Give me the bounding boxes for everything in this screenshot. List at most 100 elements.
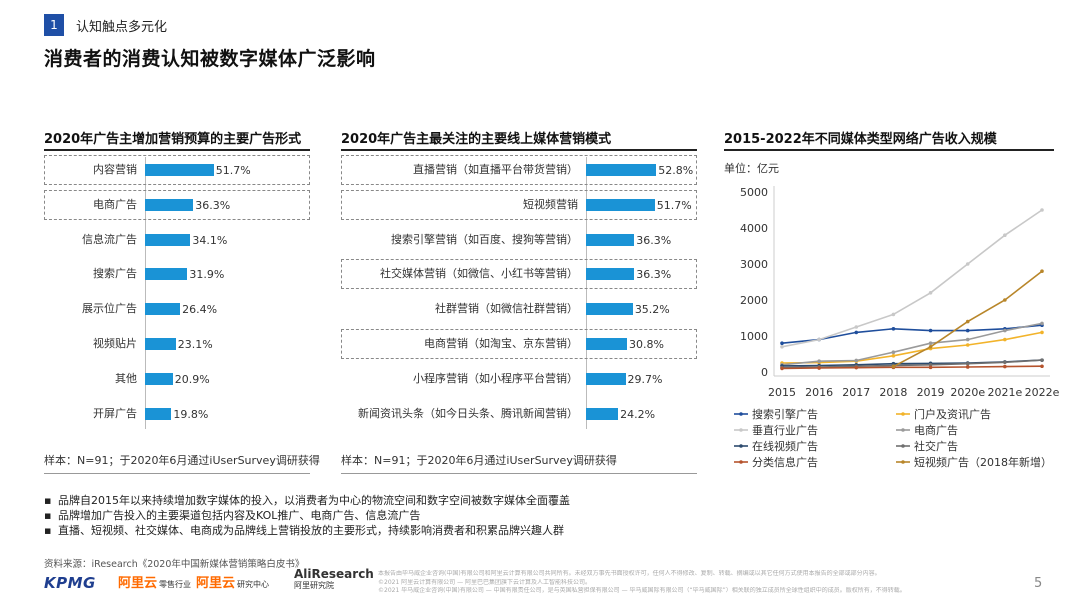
x-tick-label: 2021e bbox=[987, 386, 1022, 399]
series-line bbox=[781, 359, 1043, 369]
bar-axis-line bbox=[586, 157, 587, 430]
panel1-title: 2020年广告主增加营销预算的主要广告形式 bbox=[44, 132, 302, 147]
source-note: 资料来源：iResearch《2020年中国新媒体营销策略白皮书》 bbox=[44, 559, 305, 570]
series-point bbox=[854, 365, 859, 370]
bar-category-label: 小程序营销（如小程序平台营销） bbox=[413, 371, 578, 385]
panel3-title: 2015-2022年不同媒体类型网络广告收入规模 bbox=[724, 132, 997, 147]
bar bbox=[145, 303, 181, 316]
y-tick-label: 2000 bbox=[740, 294, 768, 307]
aliresearch-logo-sub: 阿里研究院 bbox=[294, 581, 334, 590]
bar-row: 新闻资讯头条（如今日头条、腾讯新闻营销） 24.2% bbox=[341, 399, 697, 429]
bar-value-label: 51.7% bbox=[215, 164, 251, 177]
series-line bbox=[781, 331, 1043, 364]
series-point bbox=[928, 345, 933, 349]
series-point bbox=[1040, 269, 1044, 273]
bar-row: 搜索引擎营销（如百度、搜狗等营销） 36.3% bbox=[341, 225, 697, 255]
bar-value-label: 52.8% bbox=[658, 164, 694, 177]
bar-category-label: 电商广告 bbox=[93, 197, 137, 211]
panel1-title-rule bbox=[44, 149, 310, 151]
panel2-title: 2020年广告主最关注的主要线上媒体营销模式 bbox=[341, 132, 612, 147]
bar-category-label: 搜索广告 bbox=[93, 267, 137, 281]
bar-category-label: 直播营销（如直播平台带货营销） bbox=[413, 163, 578, 176]
panel2-title-rule bbox=[341, 149, 697, 151]
series-point bbox=[1040, 321, 1044, 326]
bar-row: 直播营销（如直播平台带货营销） 52.8% bbox=[341, 155, 697, 185]
bar-value-label: 36.3% bbox=[636, 268, 672, 282]
bar-category-label: 展示位广告 bbox=[82, 302, 137, 316]
bar-row: 短视频营销 51.7% bbox=[341, 189, 697, 220]
series-point bbox=[1003, 337, 1007, 342]
legend-label: 在线视频广告 bbox=[752, 439, 818, 453]
bar-row: 内容营销 51.7% bbox=[44, 155, 310, 185]
bar-row: 其他 20.9% bbox=[44, 364, 310, 394]
bar-value-label: 31.9% bbox=[189, 268, 225, 282]
fineprint-line: 本报告由毕马威企业咨询(中国)有限公司和阿里云计算有限公司共同所有。未经双方事先… bbox=[378, 570, 881, 577]
bar-row: 开屏广告 19.8% bbox=[44, 399, 310, 429]
section-label: 认知触点多元化 bbox=[76, 20, 168, 35]
bar bbox=[586, 233, 635, 246]
bar bbox=[586, 372, 626, 385]
bar bbox=[586, 338, 627, 350]
highlight-box bbox=[341, 259, 697, 290]
bar-row: 社群营销（如微信社群营销） 35.2% bbox=[341, 294, 697, 324]
legend-swatch-dot bbox=[739, 444, 743, 448]
legend-swatch-dot bbox=[901, 460, 905, 464]
series-point bbox=[965, 337, 970, 342]
bar-category-label: 搜索引擎营销（如百度、搜狗等营销） bbox=[391, 232, 578, 246]
highlight-box bbox=[44, 189, 310, 220]
panel2-sample-note: 样本：N=91；于2020年6月通过iUserSurvey调研获得 bbox=[341, 454, 617, 467]
x-tick-label: 2020e bbox=[950, 386, 985, 399]
bar-category-label: 内容营销 bbox=[93, 163, 137, 176]
series-point bbox=[891, 364, 896, 369]
bar-value-label: 24.2% bbox=[620, 407, 656, 421]
x-tick-label: 2015 bbox=[768, 386, 796, 399]
series-point bbox=[817, 366, 821, 370]
series-point bbox=[965, 328, 970, 333]
bullet-item: ▪ 直播、短视频、社交媒体、电商成为品牌线上营销投放的主要形式，持续影响消费者和积… bbox=[44, 524, 564, 537]
bar bbox=[586, 407, 619, 420]
bar-value-label: 23.1% bbox=[177, 338, 213, 351]
panel3-title-rule bbox=[724, 149, 1054, 151]
bar bbox=[145, 164, 214, 176]
series-point bbox=[1003, 298, 1007, 302]
series-point bbox=[780, 341, 784, 345]
fineprint-line: ©2021 毕马威企业咨询(中国)有限公司 — 中国有限责任公司，是与英国私营担… bbox=[378, 587, 906, 594]
bar-value-label: 35.2% bbox=[634, 303, 670, 317]
series-point bbox=[928, 365, 933, 370]
series-point bbox=[928, 341, 933, 345]
bar-category-label: 视频贴片 bbox=[93, 337, 137, 350]
highlight-box bbox=[44, 155, 310, 185]
bar-value-label: 34.1% bbox=[192, 233, 228, 247]
aliyun-logo-text: 阿里云 bbox=[196, 576, 236, 591]
x-tick-label: 2018 bbox=[879, 386, 907, 399]
series-line bbox=[781, 324, 1043, 344]
key-findings: ▪ 品牌自2015年以来持续增加数字媒体的投入，以消费者为中心的物流空间和数字空间… bbox=[44, 493, 570, 538]
legend-label: 垂直行业广告 bbox=[752, 423, 818, 437]
bar bbox=[586, 268, 635, 281]
series-point bbox=[1003, 360, 1007, 365]
bar-category-label: 社群营销（如微信社群营销） bbox=[435, 302, 578, 316]
series-point bbox=[1040, 208, 1044, 212]
series-point bbox=[965, 343, 970, 347]
series-point bbox=[1040, 364, 1044, 369]
legend-swatch-dot bbox=[901, 428, 905, 432]
series-point bbox=[891, 354, 896, 358]
bar-category-label: 开屏广告 bbox=[93, 406, 137, 420]
series-point bbox=[928, 363, 933, 367]
series-line bbox=[781, 322, 1043, 366]
bar-value-label: 36.3% bbox=[636, 233, 672, 247]
copyright-fineprint: 本报告由毕马威企业咨询(中国)有限公司和阿里云计算有限公司共同所有。未经双方事先… bbox=[378, 570, 978, 596]
panel2-bottom-rule bbox=[341, 473, 697, 474]
series-point bbox=[854, 358, 859, 363]
legend-swatch-dot bbox=[739, 428, 743, 432]
series-point bbox=[965, 365, 970, 369]
series-line bbox=[781, 365, 1043, 370]
bar-row: 信息流广告 34.1% bbox=[44, 225, 310, 255]
bar bbox=[586, 198, 655, 211]
bar-value-label: 36.3% bbox=[195, 198, 231, 212]
bar bbox=[586, 164, 657, 176]
series-point bbox=[891, 327, 896, 331]
legend-swatch-dot bbox=[901, 444, 905, 448]
bar bbox=[145, 407, 172, 420]
series-point bbox=[1003, 364, 1007, 369]
